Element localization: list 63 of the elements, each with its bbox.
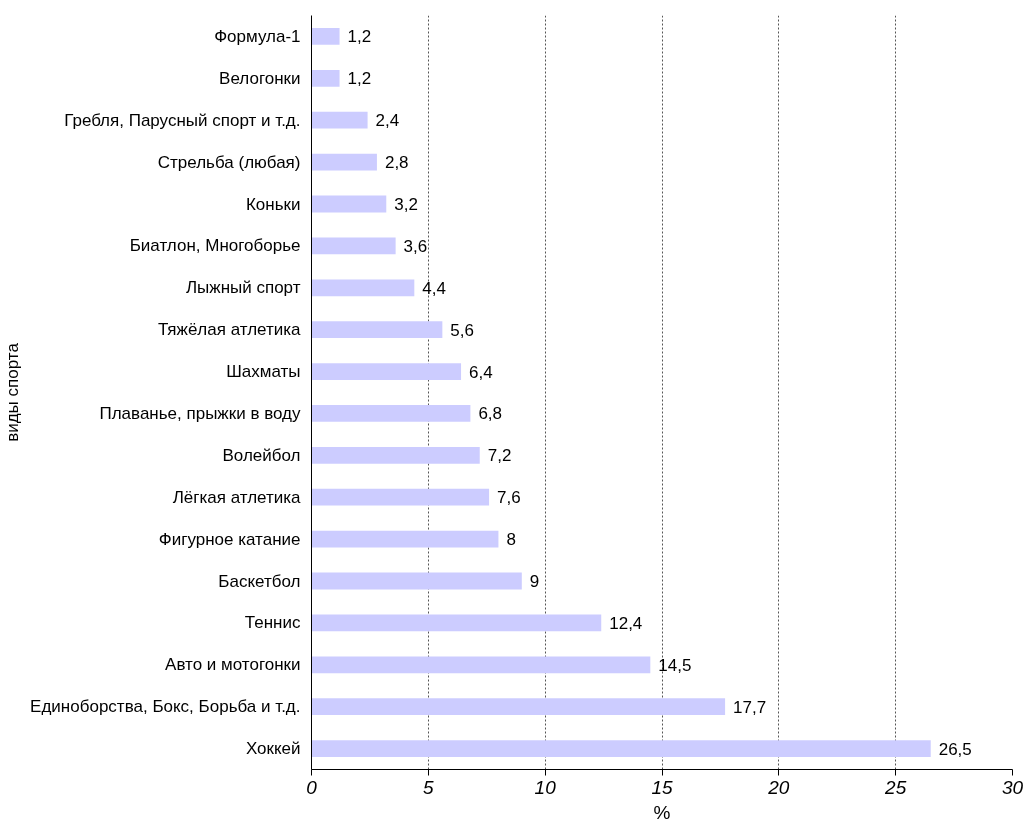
data-label: 12,4 [609, 613, 643, 633]
bar [311, 237, 396, 255]
y-tick-label: Коньки [245, 194, 301, 214]
x-tick-label: 20 [767, 776, 790, 798]
x-tick-label: 30 [1001, 776, 1024, 798]
bar [311, 28, 340, 45]
y-tick-label: Биатлон, Многоборье [129, 236, 301, 256]
y-tick-label: Велогонки [219, 68, 301, 88]
y-tick-label: Авто и мотогонки [165, 655, 301, 675]
y-tick-label: Лёгкая атлетика [172, 487, 302, 507]
bar [311, 279, 415, 297]
data-label: 3,2 [394, 195, 418, 214]
bar [311, 530, 499, 548]
bar [311, 111, 368, 129]
bar [311, 405, 471, 422]
bar [311, 614, 602, 632]
data-label: 4,4 [422, 278, 446, 298]
y-tick-label: Волейбол [222, 445, 301, 465]
bar [311, 69, 340, 87]
x-tick-label: 15 [651, 776, 673, 798]
x-tick-label: 5 [423, 776, 435, 798]
data-label: 2,4 [375, 111, 400, 131]
data-label: 26,5 [938, 739, 972, 759]
bar [311, 195, 387, 213]
bar [311, 446, 480, 464]
x-axis-title: % [653, 801, 671, 823]
y-tick-label: Лыжный спорт [185, 278, 301, 298]
bar [311, 363, 462, 380]
data-label: 7,2 [487, 446, 512, 466]
y-tick-label: Баскетбол [218, 571, 301, 591]
bar [311, 740, 931, 757]
data-label: 2,8 [384, 153, 409, 173]
bar [311, 698, 726, 716]
data-label: 7,6 [497, 488, 521, 508]
data-label: 5,6 [450, 320, 474, 340]
y-tick-label: Стрельба (любая) [157, 152, 301, 172]
y-tick-label: Шахматы [226, 362, 301, 382]
y-tick-label: Хоккей [245, 739, 301, 759]
data-label: 1,2 [347, 69, 372, 89]
bar [311, 488, 490, 506]
x-tick-label: 0 [306, 776, 318, 798]
y-tick-label: Формула-1 [214, 26, 301, 46]
y-axis-title: виды спорта [3, 342, 23, 442]
y-tick-label: Плаванье, прыжки в воду [99, 403, 301, 423]
bar [311, 572, 522, 590]
y-tick-label: Фигурное катание [158, 529, 301, 549]
data-label: 8 [506, 530, 516, 550]
y-tick-label: Тяжёлая атлетика [157, 320, 302, 340]
data-label: 6,8 [478, 404, 503, 424]
bar [311, 153, 377, 171]
y-tick-label: Единоборства, Бокс, Борьба и т.д. [30, 697, 301, 717]
data-label: 6,4 [469, 362, 493, 382]
data-label: 17,7 [733, 697, 767, 717]
y-tick-label: Гребля, Парусный спорт и т.д. [64, 110, 301, 130]
data-label: 3,6 [403, 236, 428, 256]
data-label: 1,2 [347, 27, 372, 47]
data-label: 14,5 [658, 655, 692, 675]
data-label: 9 [529, 572, 540, 591]
bar [311, 656, 651, 674]
x-tick-label: 10 [534, 776, 557, 798]
bar [311, 321, 443, 339]
x-tick-label: 25 [884, 776, 907, 798]
y-tick-label: Теннис [244, 613, 301, 633]
